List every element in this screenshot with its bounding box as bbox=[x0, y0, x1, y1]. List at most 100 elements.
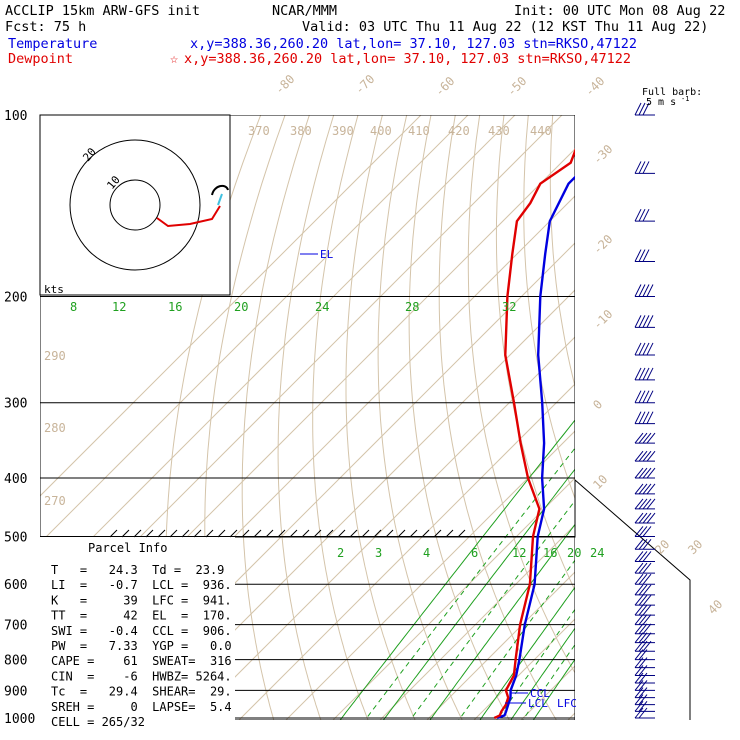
isotherm-line bbox=[40, 115, 469, 544]
dry-adiabat-line bbox=[601, 115, 740, 731]
wind-barb-flag bbox=[642, 432, 652, 444]
pressure-tick-label: 500 bbox=[4, 530, 27, 545]
mixing-ratio-line bbox=[496, 608, 575, 720]
hatch-mark bbox=[301, 529, 310, 538]
wind-barb-flag bbox=[642, 342, 650, 356]
theta-label: 390 bbox=[332, 124, 354, 138]
wind-barb-flag bbox=[634, 467, 644, 479]
hatch-mark bbox=[361, 529, 370, 538]
wind-barb-flag bbox=[638, 680, 648, 691]
wind-barb-flag bbox=[638, 632, 648, 643]
wind-barb-flag bbox=[638, 551, 648, 562]
wind-barb-flag bbox=[634, 694, 644, 705]
mixing-ratio-line bbox=[364, 447, 575, 720]
isotherm-label: -70 bbox=[352, 72, 377, 97]
mixing-ratio-line bbox=[429, 523, 575, 720]
header-valid: Valid: 03 UTC Thu 11 Aug 22 (12 KST Thu … bbox=[302, 19, 708, 35]
hodograph-frame bbox=[39, 114, 231, 296]
wind-barb-flag bbox=[642, 411, 650, 424]
wind-barb-flag bbox=[638, 483, 648, 495]
wind-barb-flag bbox=[642, 450, 652, 462]
wind-barb-flag bbox=[646, 450, 656, 462]
mixing-ratio-label: 32 bbox=[502, 300, 516, 314]
wind-barb-flag bbox=[642, 284, 650, 297]
wind-barb-flag bbox=[638, 512, 648, 524]
hatch-mark bbox=[373, 529, 382, 538]
isotherm-line bbox=[426, 571, 575, 720]
mixing-ratio-line bbox=[409, 499, 575, 720]
mixing-ratio-label: 24 bbox=[315, 300, 329, 314]
pressure-tick-label: 400 bbox=[4, 472, 27, 487]
wind-barb-flag bbox=[638, 707, 648, 719]
temperature-legend-label: Temperature bbox=[8, 36, 97, 52]
parcel-info-title: Parcel Info bbox=[88, 541, 167, 555]
mixing-ratio-label: 24 bbox=[590, 546, 604, 560]
wind-barb-flag bbox=[634, 367, 642, 381]
wind-barb-flag bbox=[638, 649, 648, 660]
mixing-ratio-label: 16 bbox=[168, 300, 182, 314]
mixing-ratio-label: 12 bbox=[512, 546, 526, 560]
hatch-mark bbox=[169, 529, 178, 538]
pressure-tick-label: 900 bbox=[4, 684, 27, 699]
theta-label: 420 bbox=[448, 124, 470, 138]
wind-barb-flag bbox=[638, 367, 646, 381]
isotherm-label: 10 bbox=[590, 472, 610, 492]
wind-barb-flag bbox=[634, 614, 644, 625]
wind-barb-flag bbox=[642, 538, 652, 550]
wind-barb-flag bbox=[634, 551, 644, 562]
wind-barb-flag bbox=[638, 701, 648, 712]
isotherm-label: -80 bbox=[272, 72, 297, 97]
wind-barb-flag bbox=[638, 102, 646, 116]
parcel-info-row: SWI = -0.4 CCL = 906. bbox=[51, 624, 232, 638]
wind-barb-flag bbox=[638, 249, 646, 262]
ccl-label: CCL bbox=[530, 687, 550, 700]
theta-label: 400 bbox=[370, 124, 392, 138]
wind-barb-flag bbox=[642, 573, 652, 585]
isotherm-line bbox=[604, 87, 740, 730]
hatch-mark bbox=[457, 529, 466, 538]
dry-adiabat-line bbox=[549, 115, 575, 389]
parcel-info-row: LI = -0.7 LCL = 936. bbox=[51, 578, 232, 592]
hatch-mark bbox=[277, 529, 286, 538]
lfc-label: LFC bbox=[557, 697, 577, 710]
hodograph-trace-mid bbox=[217, 193, 223, 206]
wind-barb-flag bbox=[634, 594, 644, 606]
hatch-mark bbox=[289, 529, 298, 538]
wind-barb-flag bbox=[634, 526, 644, 537]
lcl-label: LCL bbox=[528, 697, 548, 710]
header-init: Init: 00 UTC Mon 08 Aug 22 bbox=[514, 3, 725, 19]
wind-barb-flag bbox=[634, 390, 642, 403]
wind-barb-flag bbox=[634, 680, 644, 691]
wind-barb-flag bbox=[638, 498, 648, 510]
hatch-mark bbox=[445, 529, 454, 538]
header-title: ACCLIP 15km ARW-GFS init bbox=[5, 3, 200, 19]
hatch-mark bbox=[193, 529, 202, 538]
wind-barb-flag bbox=[638, 538, 648, 550]
mixing-ratio-label: 6 bbox=[471, 546, 478, 560]
mixing-ratio-label: 20 bbox=[234, 300, 248, 314]
hatch-mark bbox=[385, 529, 394, 538]
dewpoint-legend-info: x,y=388.36,260.20 lat,lon= 37.10, 127.03… bbox=[184, 51, 631, 67]
isotherm-line bbox=[144, 289, 575, 720]
mixing-ratio-line bbox=[522, 643, 575, 720]
isotherm-label: 20 bbox=[652, 537, 672, 557]
wind-barb-flag bbox=[642, 594, 652, 606]
wind-barb-flag bbox=[642, 102, 650, 116]
isotherm-line bbox=[238, 383, 575, 720]
wind-barb-flag bbox=[642, 483, 652, 495]
wind-barb-flag bbox=[642, 562, 652, 574]
wind-barb-flag bbox=[634, 512, 644, 524]
isotherm-label: -60 bbox=[432, 74, 457, 99]
mixing-ratio-line bbox=[532, 658, 575, 720]
isotherm-line bbox=[40, 115, 516, 591]
hatch-mark bbox=[313, 529, 322, 538]
wind-barb-flag bbox=[642, 584, 652, 596]
mixing-ratio-label: 8 bbox=[70, 300, 77, 314]
wind-barb-flag bbox=[638, 573, 648, 585]
dry-adiabat-line bbox=[674, 115, 740, 731]
dry-adiabat-line bbox=[277, 115, 335, 720]
parcel-info-row: T = 24.3 Td = 23.9 bbox=[51, 563, 224, 577]
dry-adiabat-line bbox=[438, 115, 557, 720]
pressure-tick-label: 700 bbox=[4, 619, 27, 634]
wind-barb-flag bbox=[634, 161, 642, 174]
